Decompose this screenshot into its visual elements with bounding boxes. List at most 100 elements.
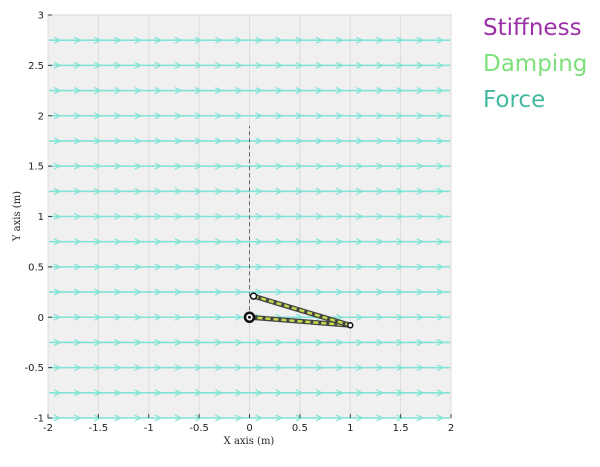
- force-arrow: [275, 288, 284, 296]
- force-arrow: [436, 288, 445, 296]
- force-arrow: [235, 263, 243, 271]
- force-arrow: [73, 162, 82, 170]
- force-arrow: [376, 137, 384, 145]
- y-tick-label: 1.5: [28, 162, 44, 173]
- force-arrow: [235, 112, 243, 120]
- force-arrow: [315, 389, 324, 397]
- force-arrow: [275, 414, 284, 422]
- force-arrow: [295, 288, 304, 296]
- force-arrow: [436, 238, 445, 246]
- force-arrow: [174, 288, 183, 296]
- force-arrow: [295, 61, 304, 69]
- force-arrow: [215, 187, 223, 195]
- force-arrow: [275, 112, 284, 120]
- force-arrow: [114, 36, 122, 44]
- force-arrow: [73, 36, 82, 44]
- force-arrow: [194, 36, 203, 44]
- force-arrow: [215, 36, 223, 44]
- force-arrow: [315, 61, 324, 69]
- force-arrow: [275, 187, 284, 195]
- x-tick-label: 0: [246, 423, 252, 434]
- force-arrow: [295, 238, 304, 246]
- force-arrow: [174, 212, 183, 221]
- force-arrow: [114, 87, 122, 95]
- force-arrow: [215, 414, 223, 422]
- x-tick-label: -1.5: [89, 423, 109, 434]
- force-arrow: [295, 137, 304, 145]
- force-arrow: [235, 137, 243, 145]
- force-arrow: [53, 389, 62, 397]
- force-arrow: [94, 112, 102, 120]
- force-arrow: [194, 162, 203, 170]
- force-arrow: [154, 212, 163, 221]
- force-arrow: [53, 313, 62, 321]
- force-arrow: [134, 87, 143, 95]
- force-arrow: [194, 187, 203, 195]
- force-arrow: [436, 112, 445, 120]
- force-arrow: [436, 263, 445, 271]
- force-arrow: [396, 137, 404, 145]
- force-arrow: [235, 238, 243, 246]
- force-arrow: [396, 162, 404, 170]
- force-arrow: [416, 338, 425, 346]
- force-arrow: [356, 36, 364, 44]
- force-arrow: [295, 87, 304, 95]
- force-arrow: [114, 313, 122, 321]
- force-arrow: [114, 364, 122, 372]
- force-arrow: [94, 61, 102, 69]
- force-arrow: [174, 364, 183, 372]
- force-arrow: [114, 389, 122, 397]
- force-arrow: [376, 389, 384, 397]
- force-arrow: [215, 338, 223, 346]
- force-arrow: [94, 87, 102, 95]
- force-arrow: [134, 36, 143, 44]
- force-arrow: [335, 389, 344, 397]
- force-arrow: [53, 364, 62, 372]
- force-arrow: [255, 36, 263, 44]
- robot-arm: [243, 125, 354, 329]
- force-arrow: [396, 36, 404, 44]
- y-tick-label: -1: [34, 414, 44, 425]
- upper-arm-link: [249, 316, 351, 327]
- force-arrow: [335, 162, 344, 170]
- force-arrow: [94, 238, 102, 246]
- force-arrow: [396, 338, 404, 346]
- force-arrow: [174, 87, 183, 95]
- force-arrow: [73, 87, 82, 95]
- force-arrow: [255, 389, 263, 397]
- legend: Stiffness Damping Force: [483, 10, 587, 118]
- force-arrow: [416, 364, 425, 372]
- force-arrow: [376, 162, 384, 170]
- force-arrow: [134, 313, 143, 321]
- force-arrow: [436, 137, 445, 145]
- force-arrow: [295, 187, 304, 195]
- force-arrow: [154, 112, 163, 120]
- force-arrow: [255, 364, 263, 372]
- y-tick-label: 0.5: [28, 262, 44, 273]
- force-arrow: [356, 187, 364, 195]
- force-arrow: [376, 313, 384, 321]
- force-arrow: [194, 414, 203, 422]
- force-arrow: [194, 87, 203, 95]
- force-arrow: [154, 61, 163, 69]
- force-arrow: [396, 364, 404, 372]
- force-arrow: [114, 137, 122, 145]
- force-arrow: [275, 389, 284, 397]
- force-arrow: [335, 414, 344, 422]
- x-tick-label: -1: [144, 423, 154, 434]
- force-arrow: [94, 313, 102, 321]
- force-arrow: [315, 187, 324, 195]
- force-arrow: [134, 212, 143, 221]
- y-tick-label: -0.5: [24, 363, 44, 374]
- force-arrow: [396, 288, 404, 296]
- force-arrow: [194, 313, 203, 321]
- force-arrow: [295, 212, 304, 221]
- force-arrow: [356, 87, 364, 95]
- force-arrow: [356, 364, 364, 372]
- force-arrow: [194, 364, 203, 372]
- force-arrow: [73, 389, 82, 397]
- force-arrow: [295, 389, 304, 397]
- x-tick-label: 1.5: [393, 423, 409, 434]
- force-arrow: [114, 238, 122, 246]
- force-arrow: [396, 187, 404, 195]
